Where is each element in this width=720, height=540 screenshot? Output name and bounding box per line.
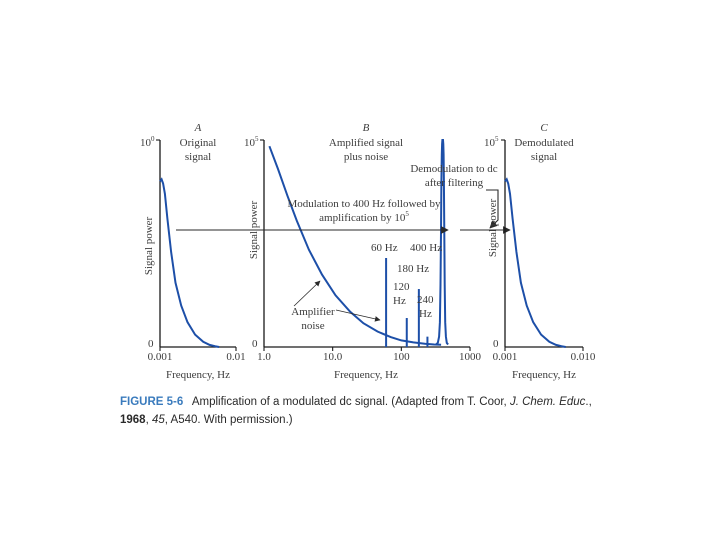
panel-a-x-tick-label-1: 0.01 [226, 351, 245, 363]
panel-b-x-tick-label-2: 100 [393, 351, 410, 363]
spike-label-400hz: 400 Hz [410, 242, 442, 254]
panel-a-ylabel: Signal power [143, 216, 155, 275]
panel-b-x-tick-label-0: 1.0 [257, 351, 271, 363]
panel-c-x-tick-label-1: 0.010 [571, 351, 596, 363]
panel-a-y-top-label: 100 [140, 135, 155, 149]
panel-a-xlabel: Frequency, Hz [166, 369, 230, 381]
panel-b-400hz-peak [435, 139, 449, 346]
panel-b-x-tick-label-3: 1000 [459, 351, 482, 363]
panel-b-xlabel: Frequency, Hz [334, 369, 398, 381]
panel-b-title-line2: plus noise [344, 151, 388, 163]
figure-caption: FIGURE 5-6 Amplification of a modulated … [120, 396, 592, 426]
panel-c-y-top-label: 105 [484, 135, 499, 149]
panel-c-xlabel: Frequency, Hz [512, 369, 576, 381]
panel-b-x-tick-label-1: 10.0 [323, 351, 343, 363]
panel-b-title-line1: Amplified signal [329, 137, 403, 149]
amplifier-noise-pointer-2 [335, 309, 381, 322]
caption-line-1: FIGURE 5-6 Amplification of a modulated … [120, 396, 592, 408]
spike-label-120hz: 120 Hz [393, 281, 410, 307]
spike-label-120hz-num: 120 [393, 281, 410, 293]
panel-a-signal-curve [159, 177, 220, 348]
amplifier-noise-label: Amplifier noise [291, 306, 335, 332]
caption-volume: 45 [152, 414, 165, 426]
spike-label-240hz-unit: Hz [419, 308, 432, 320]
panel-b-y-bottom-label: 0 [252, 338, 258, 350]
modulation-label: Modulation to 400 Hz followed by [287, 198, 441, 210]
caption-journal: J. Chem. Educ [509, 396, 586, 408]
panel-a: A Original signal 100 0 Signal power 0.0… [140, 122, 246, 381]
spike-label-120hz-unit: Hz [393, 295, 406, 307]
demodulation-label: Demodulation to dc after filtering [410, 163, 497, 189]
panel-c-y-bottom-label: 0 [493, 338, 499, 350]
panel-b-y-top-label: 105 [244, 135, 259, 149]
panel-b-x-ticks: 1.0 10.0 100 1000 [257, 347, 482, 363]
panel-c-signal-curve [504, 177, 566, 348]
spike-label-240hz-num: 240 [417, 294, 434, 306]
panel-b-harmonic-spikes [385, 257, 429, 347]
panel-a-title-line1: Original [180, 137, 217, 149]
spike-label-60hz: 60 Hz [371, 242, 398, 254]
panel-c-title-line1: Demodulated [514, 137, 574, 149]
panel-c-x-ticks: 0.001 0.010 [493, 347, 596, 363]
panel-a-y-bottom-label: 0 [148, 338, 154, 350]
spike-label-180hz: 180 Hz [397, 263, 429, 275]
amplifier-noise-pointer-1 [293, 280, 321, 307]
caption-text: Amplification of a modulated dc signal. … [192, 396, 510, 408]
modulation-label-line2: amplification by 105 [319, 210, 409, 224]
panel-a-title-line2: signal [185, 151, 211, 163]
spike-label-240hz: 240 Hz [417, 294, 434, 320]
panel-c-letter: C [540, 122, 548, 134]
panel-a-x-ticks: 0.001 0.01 [148, 347, 246, 363]
panel-c-x-tick-label-0: 0.001 [493, 351, 518, 363]
caption-figure-label: FIGURE 5-6 [120, 396, 183, 408]
panel-c-title-line2: signal [531, 151, 557, 163]
panel-c-ylabel: Signal power [487, 198, 499, 257]
panel-a-x-tick-label-0: 0.001 [148, 351, 173, 363]
panel-b-letter: B [363, 122, 370, 134]
caption-pages: , A540. With permission.) [165, 414, 293, 426]
caption-journal-tail: ., [585, 396, 591, 408]
caption-line-2: 1968, 45, A540. With permission.) [120, 414, 293, 426]
caption-year: 1968 [120, 414, 146, 426]
panel-b: B Amplified signal plus noise 105 0 Sign… [244, 122, 499, 381]
panel-c: C Demodulated signal 105 0 Signal power … [484, 122, 596, 381]
demodulation-arrow [486, 189, 499, 229]
panel-a-letter: A [194, 122, 202, 134]
